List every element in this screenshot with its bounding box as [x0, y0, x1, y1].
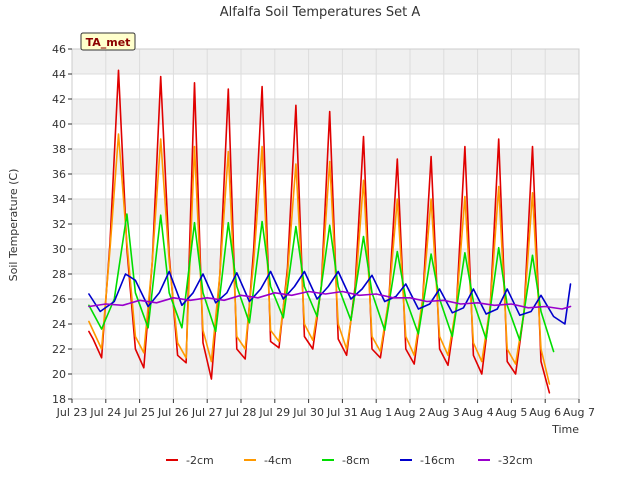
legend-label: -32cm	[498, 454, 533, 467]
x-tick-label: Jul 25	[123, 406, 155, 419]
x-tick-label: Jul 24	[89, 406, 121, 419]
chart-title: Alfalfa Soil Temperatures Set A	[220, 5, 421, 20]
series-lines	[88, 69, 572, 394]
x-tick-label: Jul 26	[157, 406, 189, 419]
y-tick-label: 34	[52, 193, 66, 206]
y-tick-label: 40	[52, 118, 66, 131]
legend-label: -4cm	[264, 454, 292, 467]
x-tick-label: Jul 31	[326, 406, 358, 419]
plot-band	[72, 49, 579, 74]
legend-label: -2cm	[186, 454, 214, 467]
y-tick-label: 28	[52, 268, 66, 281]
y-tick-label: 20	[52, 368, 66, 381]
y-axis-ticks: 18 20 22 24 26 28 30 32 34 36 38 40 42 44 46	[52, 43, 72, 406]
plot-band	[72, 74, 579, 99]
y-tick-label: 32	[52, 218, 66, 231]
plot-band	[72, 149, 579, 174]
x-tick-label: Jul 28	[225, 406, 257, 419]
y-tick-label: 36	[52, 168, 66, 181]
series-line-16cm	[88, 270, 572, 325]
y-tick-label: 46	[52, 43, 66, 56]
x-tick-label: Jul 27	[191, 406, 223, 419]
x-tick-label: Aug 6	[529, 406, 561, 419]
y-tick-label: 30	[52, 243, 66, 256]
series-line-8cm	[88, 213, 555, 353]
y-tick-label: 44	[52, 68, 66, 81]
legend-label: -8cm	[342, 454, 370, 467]
y-tick-label: 38	[52, 143, 66, 156]
plot-band	[72, 324, 579, 349]
plot-band	[72, 374, 579, 399]
legend-label: -16cm	[420, 454, 455, 467]
y-tick-label: 24	[52, 318, 66, 331]
x-tick-label: Aug 1	[360, 406, 392, 419]
x-tick-label: Aug 2	[394, 406, 426, 419]
legend: -2cm -4cm -8cm -16cm -32cm	[166, 454, 533, 467]
x-tick-label: Aug 5	[495, 406, 527, 419]
y-tick-label: 26	[52, 293, 66, 306]
x-tick-label: Jul 29	[258, 406, 290, 419]
y-tick-label: 18	[52, 393, 66, 406]
ta-met-badge-label: TA_met	[86, 36, 131, 49]
y-tick-label: 22	[52, 343, 66, 356]
x-axis-ticks: Jul 23 Jul 24 Jul 25 Jul 26 Jul 27 Jul 28 Jul …	[56, 399, 595, 419]
plot-band	[72, 124, 579, 149]
x-tick-label: Aug 7	[563, 406, 595, 419]
x-tick-label: Aug 3	[428, 406, 460, 419]
plot-band	[72, 349, 579, 374]
x-tick-label: Aug 4	[462, 406, 494, 419]
x-tick-label: Jul 23	[56, 406, 88, 419]
x-axis-label: Time	[551, 423, 579, 436]
x-tick-label: Jul 30	[292, 406, 324, 419]
y-tick-label: 42	[52, 93, 66, 106]
plot-band	[72, 99, 579, 124]
ta-met-badge: TA_met	[80, 32, 136, 51]
series-line-32cm	[88, 290, 572, 310]
y-axis-label: Soil Temperature (C)	[7, 169, 20, 282]
ta-met-badge-box	[80, 32, 136, 51]
